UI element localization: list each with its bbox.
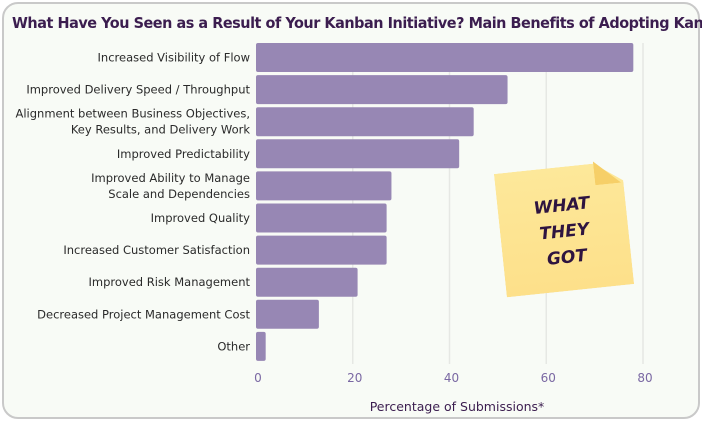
category-label-line: Increased Customer Satisfaction bbox=[63, 243, 250, 257]
category-label-line: Scale and Dependencies bbox=[108, 187, 250, 201]
category-label-line: Improved Risk Management bbox=[89, 275, 251, 289]
category-label: Improved Ability to Manage Scale and Depe… bbox=[91, 171, 250, 201]
category-label-line: Increased Visibility of Flow bbox=[98, 51, 250, 65]
category-label-line: Improved Quality bbox=[151, 211, 251, 225]
sticky-note-text: WHAT THEY GOT bbox=[532, 193, 591, 270]
category-label: Decreased Project Management Cost bbox=[37, 307, 250, 321]
x-axis-label: Percentage of Submissions* bbox=[370, 399, 545, 414]
category-label: Increased Customer Satisfaction bbox=[63, 243, 250, 257]
category-label-line: Improved Ability to Manage bbox=[91, 171, 250, 185]
x-tick-label: 40 bbox=[444, 371, 459, 385]
bar bbox=[256, 267, 358, 297]
bar bbox=[256, 139, 460, 169]
bar bbox=[256, 171, 392, 201]
category-label-line: Alignment between Business Objectives, bbox=[15, 107, 250, 121]
bar bbox=[256, 331, 266, 361]
category-label: Other bbox=[217, 339, 250, 353]
chart-title: What Have You Seen as a Result of Your K… bbox=[12, 14, 702, 32]
x-tick-label: 20 bbox=[347, 371, 362, 385]
category-label-line: Key Results, and Delivery Work bbox=[71, 123, 250, 137]
category-label: Improved Predictability bbox=[117, 147, 250, 161]
category-label-line: Improved Delivery Speed / Throughput bbox=[26, 83, 250, 97]
bar bbox=[256, 203, 387, 233]
bar bbox=[256, 107, 474, 137]
x-tick-label: 0 bbox=[254, 371, 262, 385]
category-label-line: Improved Predictability bbox=[117, 147, 250, 161]
category-label: Improved Delivery Speed / Throughput bbox=[26, 83, 250, 97]
bar bbox=[256, 235, 387, 265]
x-tick-label: 80 bbox=[637, 371, 652, 385]
category-label: Increased Visibility of Flow bbox=[98, 51, 250, 65]
category-label: Improved Quality bbox=[151, 211, 251, 225]
category-label: Improved Risk Management bbox=[89, 275, 251, 289]
bar bbox=[256, 75, 508, 105]
x-tick-label: 60 bbox=[541, 371, 556, 385]
category-label-line: Other bbox=[217, 339, 250, 353]
bar bbox=[256, 43, 634, 72]
bar bbox=[256, 299, 319, 329]
category-label: Alignment between Business Objectives, Ke… bbox=[15, 107, 250, 137]
category-label-line: Decreased Project Management Cost bbox=[37, 307, 250, 321]
